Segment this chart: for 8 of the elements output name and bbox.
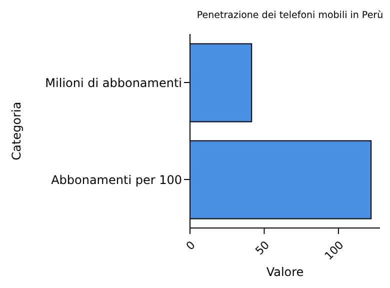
x-tick-label: 0 xyxy=(184,238,198,253)
x-axis-title: Valore xyxy=(266,265,304,279)
y-tick-label: Milioni di abbonamenti xyxy=(45,76,182,90)
x-tick-label: 100 xyxy=(322,238,346,263)
y-tick-label: Abbonamenti per 100 xyxy=(51,172,182,187)
y-axis-title: Categoria xyxy=(9,102,24,160)
chart-title: Penetrazione dei telefoni mobili in Perù xyxy=(196,10,384,21)
x-tick-label: 50 xyxy=(252,238,272,258)
